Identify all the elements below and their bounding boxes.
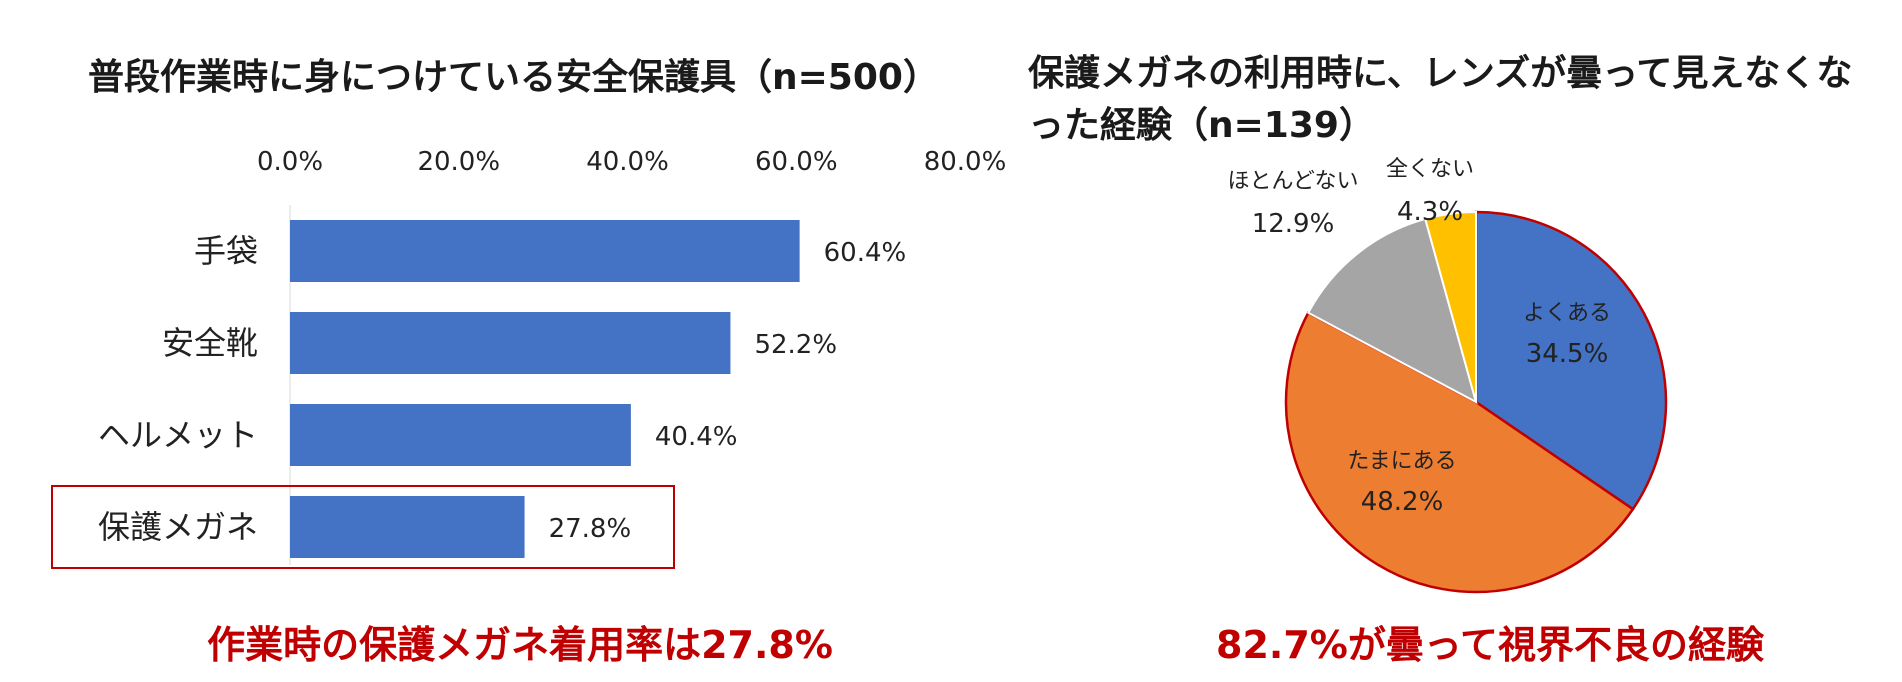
bar-1 [290, 220, 800, 282]
pie-slice-value: 48.2% [1361, 487, 1444, 517]
pie-slice-3 [1306, 217, 1478, 404]
x-tick-label: 40.0% [586, 147, 669, 177]
pie-slice-value: 12.9% [1252, 209, 1335, 239]
pie-slice-1 [1474, 210, 1668, 511]
pie-slice-label: たまにある [1347, 449, 1456, 474]
charts-canvas: 0.0% 20.0% 40.0% 60.0% 80.0% 手袋 60.4% 安全靴 52.2% ヘ… [51, 147, 1668, 594]
pie-slice-label: 全くない [1386, 157, 1474, 182]
category-label: 安全靴 [162, 324, 258, 362]
pie-slice-value: 34.5% [1526, 339, 1609, 369]
pie-slice-label: ほとんどない [1228, 169, 1359, 194]
bar-chart-title: 普段作業時に身につけている安全保護具（n=500） [88, 57, 939, 98]
bar-value-label: 60.4% [824, 238, 907, 268]
pie-chart-title: 保護メガネの利用時に、レンズが曇って見えなくなった経験（n=139） [1028, 53, 1853, 146]
bar-chart-conclusion: 作業時の保護メガネ着用率は27.8% [207, 623, 833, 667]
x-tick-label: 20.0% [417, 147, 500, 177]
highlight-box [51, 485, 675, 569]
category-label: 保護メガネ [98, 508, 258, 546]
bar-value-label: 40.4% [655, 422, 738, 452]
pie-slice-label: よくある [1523, 301, 1611, 326]
pie-slice-2 [1284, 311, 1635, 594]
bar-4 [290, 496, 525, 558]
bar-3 [290, 404, 631, 466]
bar-value-label: 27.8% [549, 514, 632, 544]
bar-value-label: 52.2% [754, 330, 837, 360]
bar-2 [290, 312, 731, 374]
category-label: ヘルメット [98, 416, 258, 454]
pie-slice-4 [1424, 210, 1477, 403]
x-tick-label: 80.0% [924, 147, 1007, 177]
category-label: 手袋 [194, 232, 258, 270]
pie-chart-conclusion: 82.7%が曇って視界不良の経験 [1216, 623, 1764, 667]
x-tick-label: 0.0% [257, 147, 323, 177]
pie-slice-value: 4.3% [1397, 197, 1463, 227]
x-tick-label: 60.0% [755, 147, 838, 177]
